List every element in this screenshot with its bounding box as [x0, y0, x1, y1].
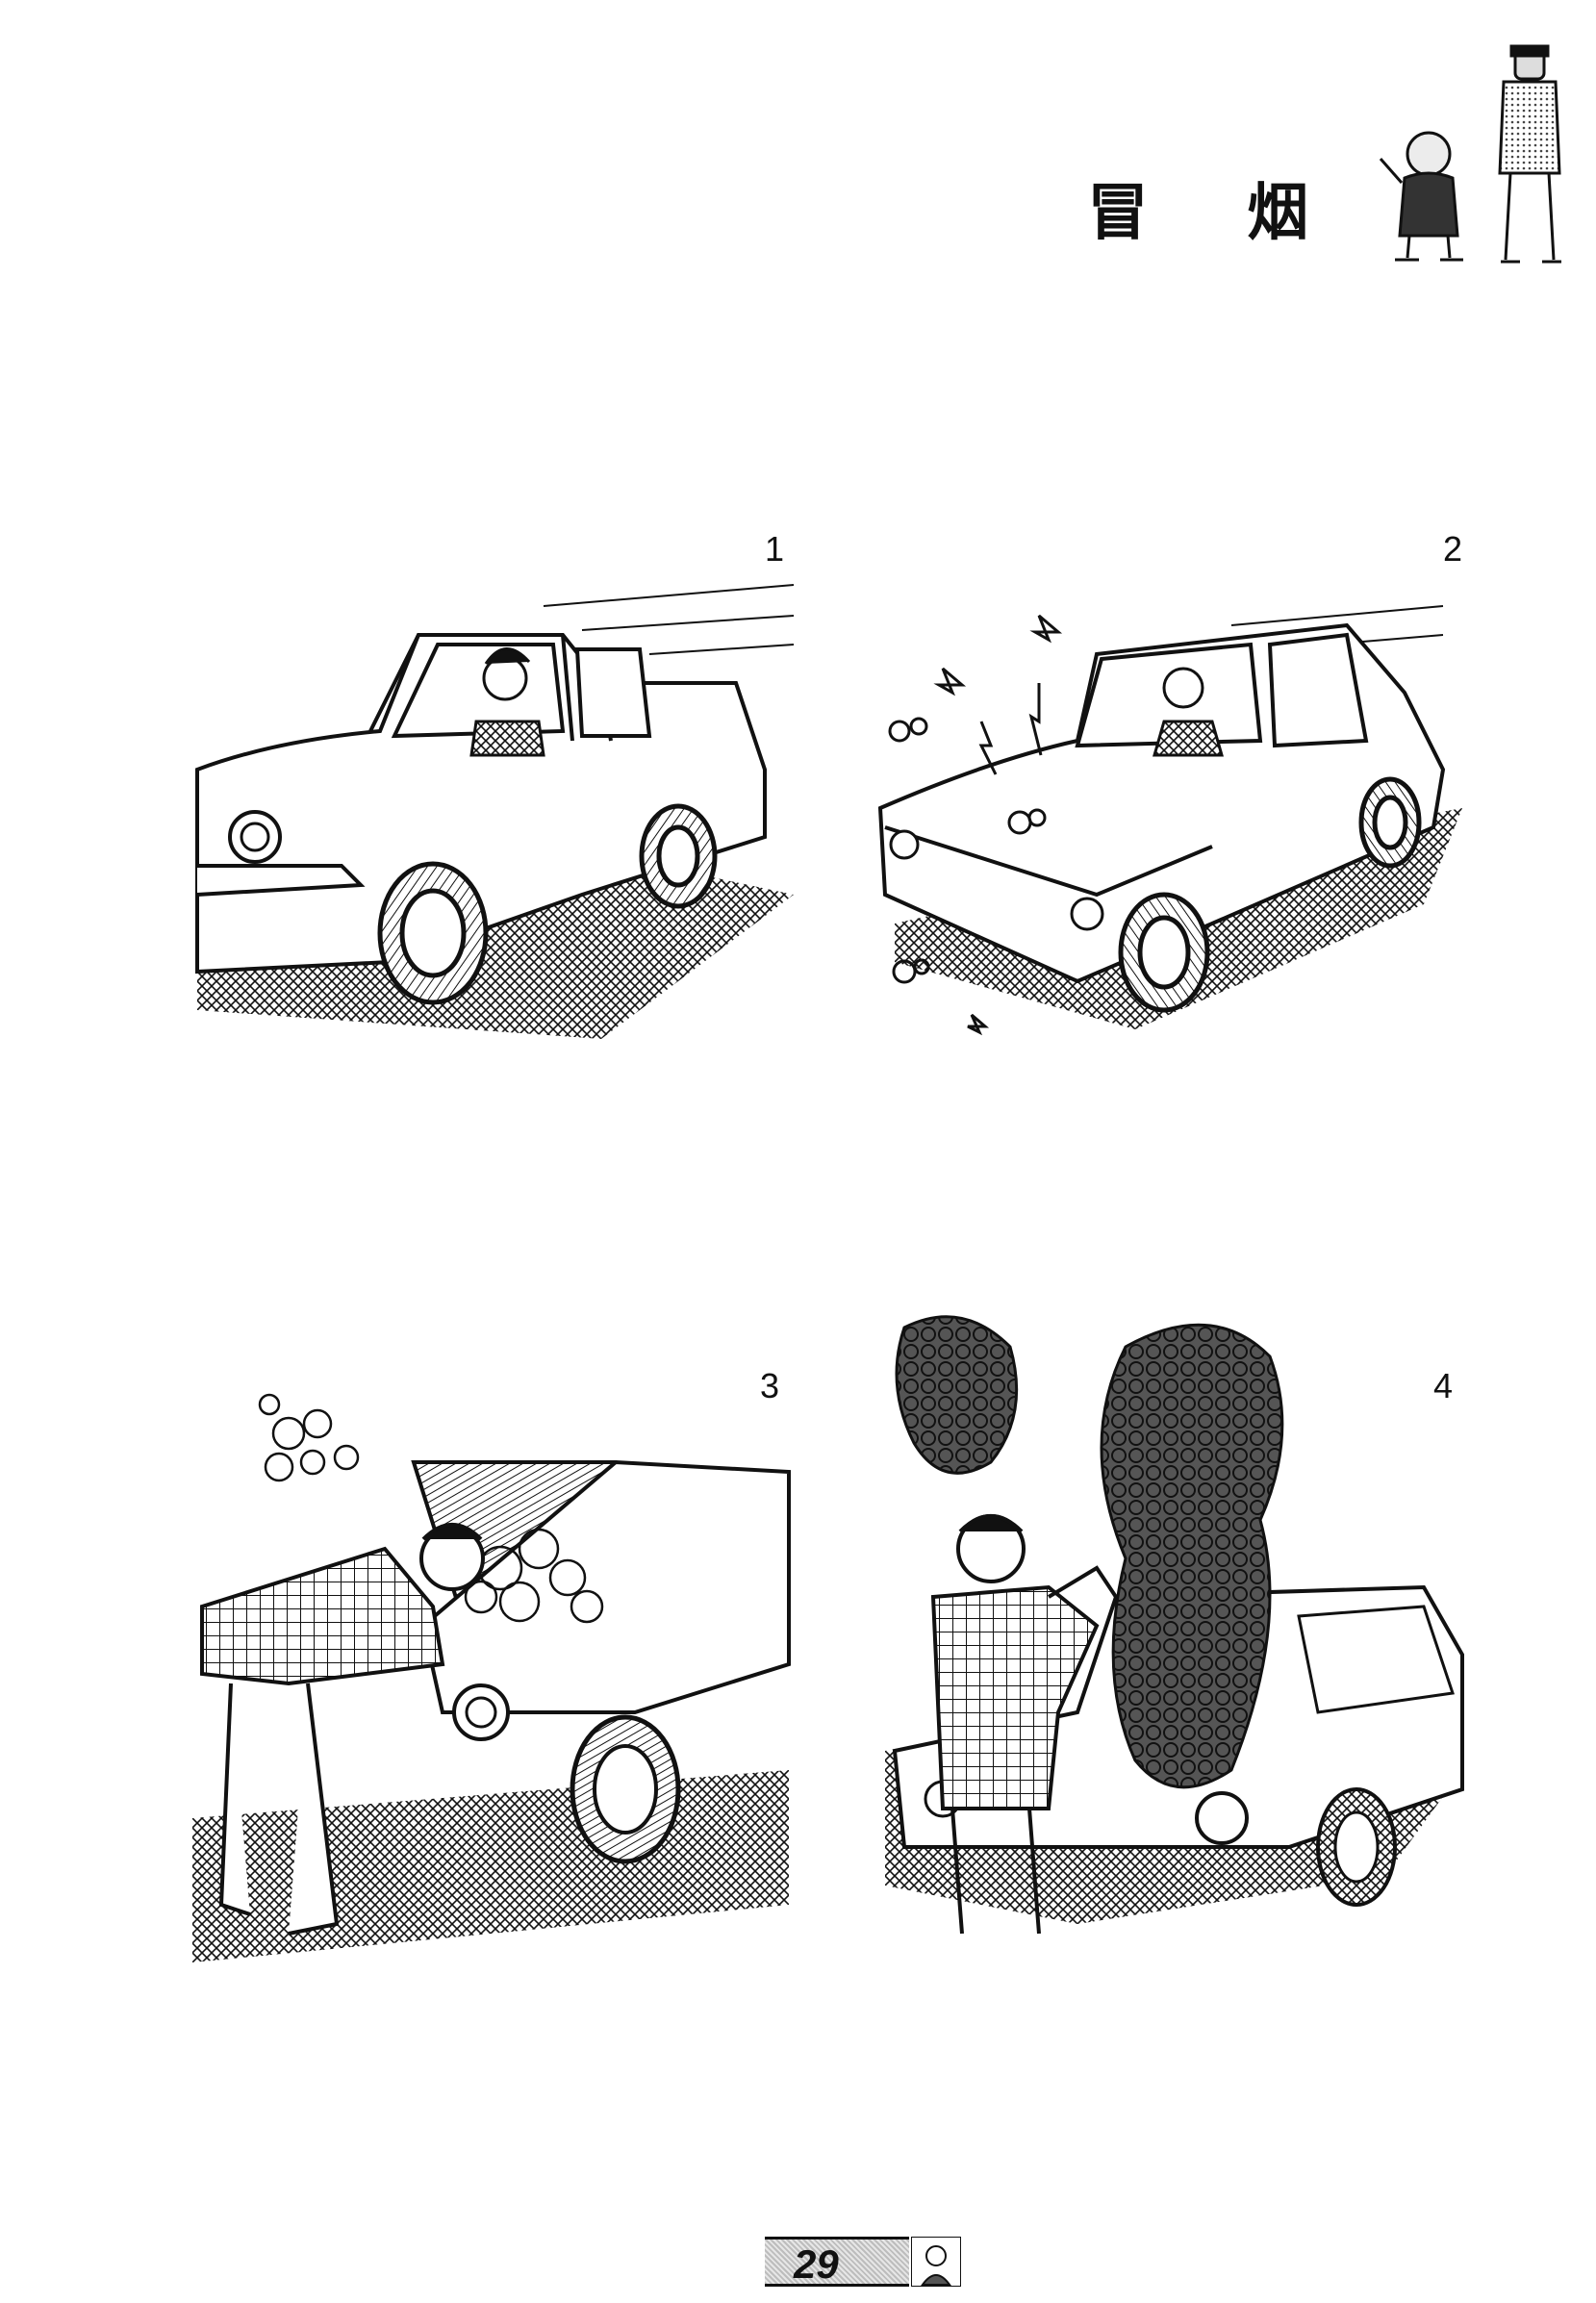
comic-panel-3: 3 — [192, 1366, 808, 1962]
page-title: 冒 烟 — [1087, 178, 1348, 249]
comic-panel-1: 1 — [195, 529, 803, 1077]
smoke-billowing-illustration — [885, 1315, 1464, 1935]
car-driving-illustration — [195, 584, 795, 1039]
panel-number: 3 — [760, 1366, 780, 1405]
page-footer: 29 — [765, 2236, 967, 2288]
panel-number: 2 — [1443, 529, 1463, 569]
panel-number: 1 — [765, 529, 785, 569]
cartoon-face-icon — [910, 2236, 962, 2288]
comic-panel-4: 4 — [885, 1308, 1482, 1943]
car-breakdown-illustration — [877, 605, 1462, 1036]
page-number-box: 29 — [765, 2237, 909, 2287]
cartoon-characters-icon — [1371, 38, 1563, 269]
page-number: 29 — [794, 2241, 839, 2287]
man-checking-engine-illustration — [192, 1393, 791, 1962]
panel-number: 4 — [1433, 1366, 1454, 1405]
comic-panel-2: 2 — [866, 529, 1482, 1058]
